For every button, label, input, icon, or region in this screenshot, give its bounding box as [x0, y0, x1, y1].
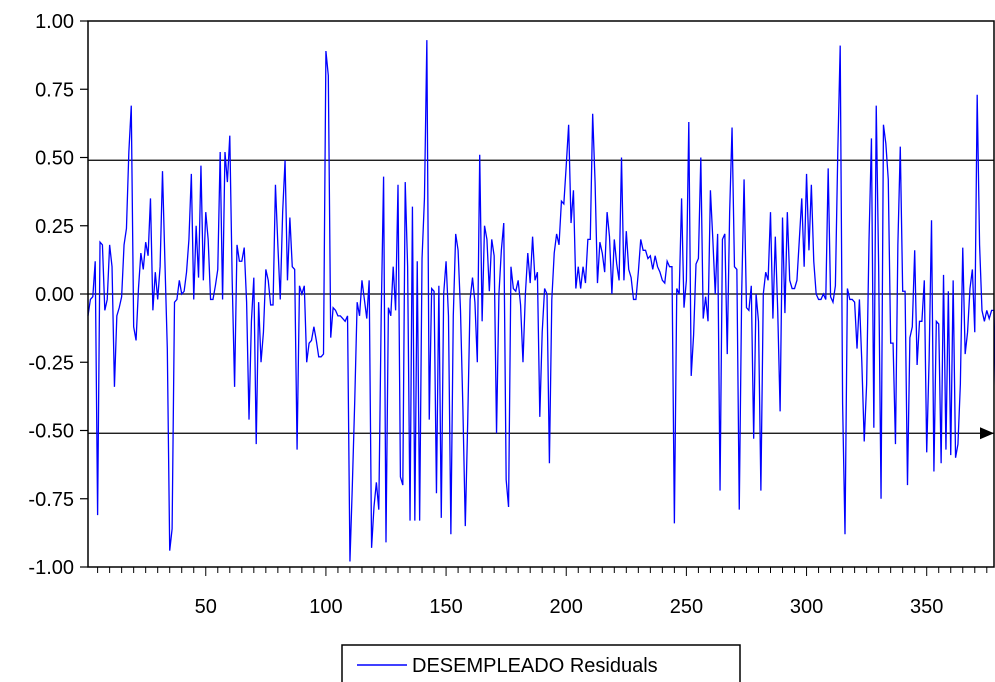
- y-tick-label: -0.25: [28, 352, 74, 374]
- y-tick-label: 0.00: [35, 284, 74, 306]
- x-tick-label: 300: [790, 596, 823, 618]
- y-tick-label: -1.00: [28, 557, 74, 579]
- y-tick-label: 0.75: [35, 79, 74, 101]
- x-tick-label: 150: [429, 596, 462, 618]
- reference-line-arrow: [980, 427, 994, 440]
- y-tick-label: 0.50: [35, 148, 74, 170]
- x-tick-label: 350: [910, 596, 943, 618]
- x-axis: 50 100 150 200 250 300 350: [97, 567, 988, 618]
- y-tick-label: 0.25: [35, 216, 74, 238]
- legend-label: DESEMPLEADO Residuals: [412, 655, 658, 677]
- legend-box: [341, 644, 741, 682]
- y-axis: 1.00 0.75 0.50 0.25 0.00 -0.25 -0.50 -0.75 -1.00: [28, 11, 88, 579]
- x-tick-label: 200: [550, 596, 583, 618]
- y-tick-label: -0.50: [28, 421, 74, 443]
- y-tick-label: 1.00: [35, 11, 74, 33]
- series-line-desempleado-residuals: [87, 40, 995, 562]
- legend: DESEMPLEADO Residuals: [341, 644, 741, 682]
- y-tick-label: -0.75: [28, 489, 74, 511]
- x-tick-label: 250: [670, 596, 703, 618]
- x-tick-label: 50: [195, 596, 217, 618]
- x-tick-label: 100: [309, 596, 342, 618]
